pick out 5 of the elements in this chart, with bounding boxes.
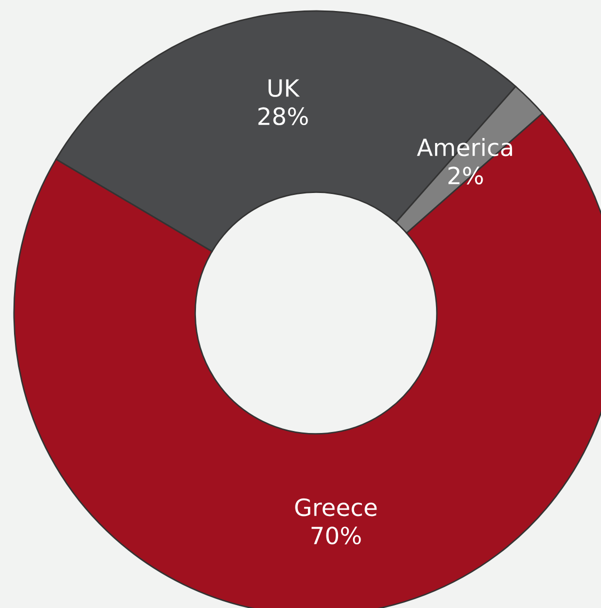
slice-label: America	[416, 138, 512, 156]
slice-label: UK	[268, 79, 300, 97]
slice-label: Greece	[295, 498, 377, 516]
data-label: 70%	[312, 526, 361, 544]
data-label: 28%	[258, 107, 308, 126]
